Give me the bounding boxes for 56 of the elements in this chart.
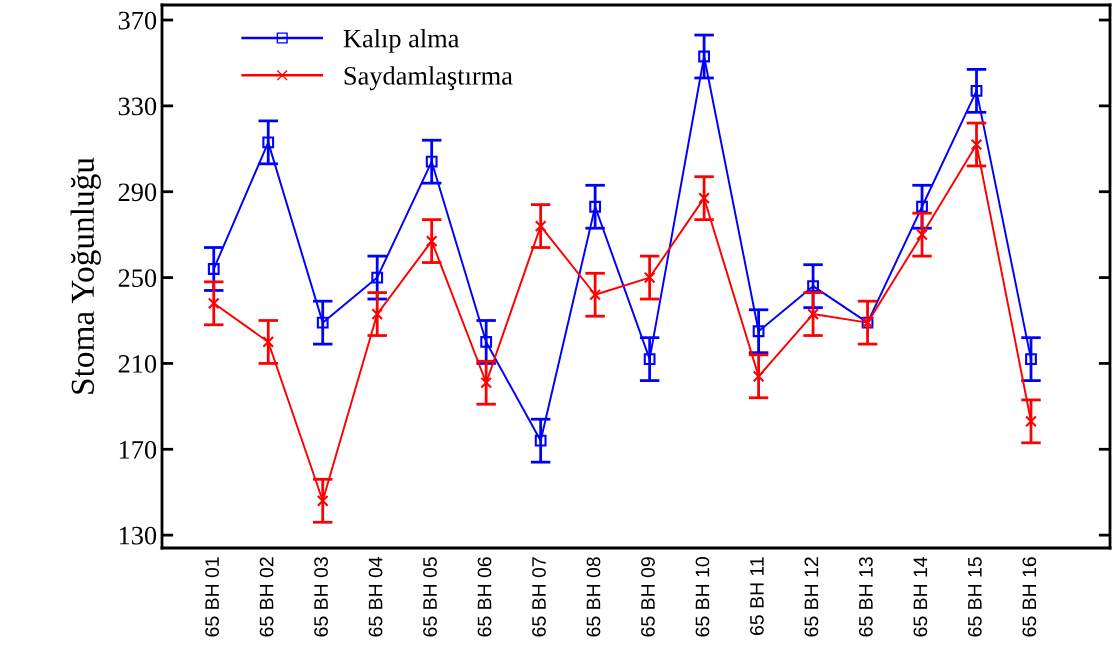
point xyxy=(207,297,220,310)
point xyxy=(698,192,710,205)
point xyxy=(371,271,384,284)
y-tick-label: 370 xyxy=(118,11,157,30)
point xyxy=(916,200,928,213)
x-tick-label: 65 BH 05 xyxy=(423,557,437,637)
point xyxy=(807,280,819,293)
x-tick-label: 65 BH 02 xyxy=(259,557,274,637)
point xyxy=(262,136,275,149)
point xyxy=(316,316,329,329)
y-axis-title: Stoma Yoğunluğu xyxy=(70,157,101,394)
legend-label: Kalıp alma xyxy=(343,28,460,53)
x-tick-label: 65 BH 04 xyxy=(368,556,383,637)
point xyxy=(425,235,438,247)
x-tick-label: 65 BH 11 xyxy=(750,557,764,635)
y-tick-label: 250 xyxy=(118,269,157,287)
point xyxy=(589,200,602,213)
point xyxy=(1025,415,1037,428)
point xyxy=(425,155,438,168)
x-tick-label: 65 BH 08 xyxy=(586,557,601,637)
x-tick-label: 65 BH 06 xyxy=(477,557,492,637)
x-tick-label: 65 BH 09 xyxy=(641,557,655,637)
y-tick-label: 330 xyxy=(118,97,157,116)
point xyxy=(534,434,547,447)
point xyxy=(698,50,710,63)
x-tick-label: 65 BH 01 xyxy=(205,557,219,637)
x-tick-label: 65 BH 13 xyxy=(859,557,873,637)
point xyxy=(207,263,220,275)
x-tick-label: 65 BH 10 xyxy=(695,557,710,637)
y-tick-label: 210 xyxy=(118,355,157,373)
point xyxy=(316,494,329,507)
y-tick-label: 130 xyxy=(119,526,157,545)
x-tick-label: 65 BH 03 xyxy=(314,557,328,637)
point xyxy=(534,220,547,232)
x-tick-label: 65 BH 15 xyxy=(967,557,982,637)
legend-label: Saydamlaştırma xyxy=(344,66,513,91)
x-tick-label: 65 BH 07 xyxy=(532,557,546,637)
x-tick-label: 65 BH 12 xyxy=(804,557,819,637)
point xyxy=(643,271,656,284)
point xyxy=(643,353,656,366)
point xyxy=(970,84,983,97)
point xyxy=(970,138,983,151)
point xyxy=(589,288,602,301)
point xyxy=(262,336,275,348)
point xyxy=(807,308,819,320)
point xyxy=(752,325,765,338)
x-tick-label: 65 BH 14 xyxy=(913,556,928,637)
point xyxy=(752,370,765,383)
point xyxy=(480,376,493,389)
x-tick-label: 65 BH 16 xyxy=(1022,557,1037,637)
point xyxy=(916,228,928,241)
point xyxy=(1025,353,1037,366)
point xyxy=(480,336,493,348)
y-tick-label: 170 xyxy=(119,440,157,459)
y-tick-label: 290 xyxy=(118,183,157,202)
point xyxy=(371,308,384,320)
